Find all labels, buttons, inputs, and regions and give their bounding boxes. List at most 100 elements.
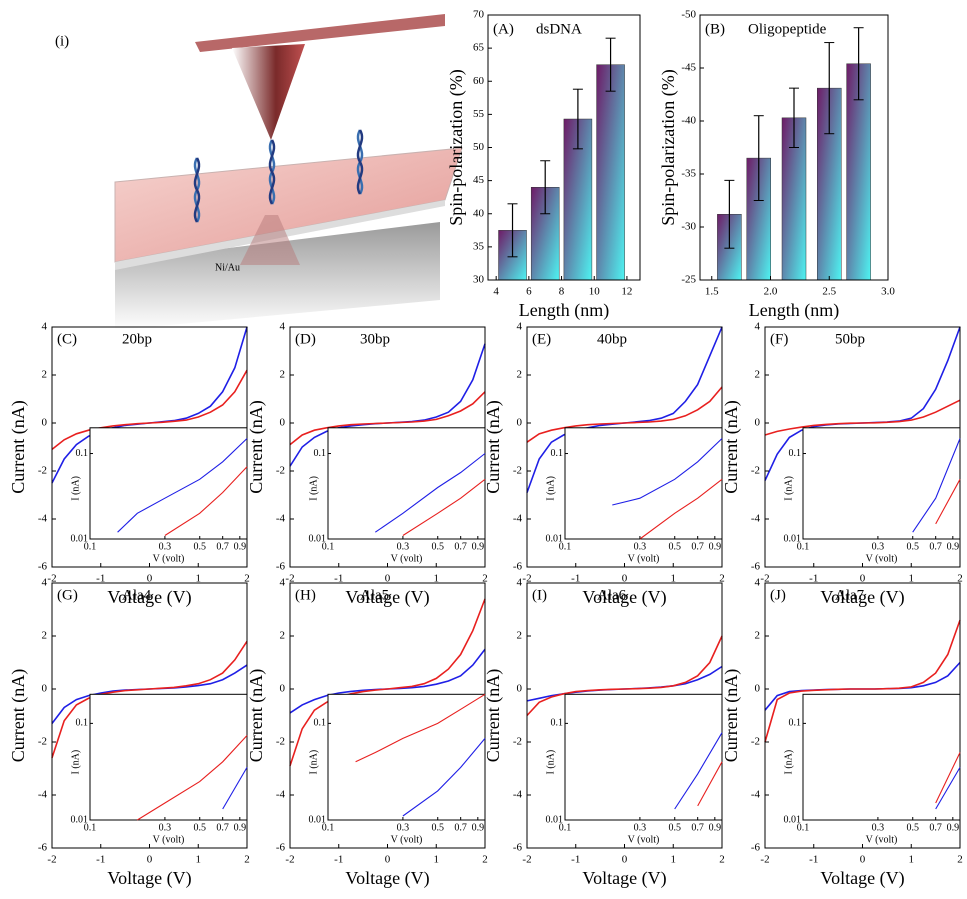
- y-tick-label: 0: [280, 417, 286, 429]
- inset-x-tick-label: 0.3: [397, 822, 410, 833]
- y-tick-label: 2: [517, 369, 523, 381]
- inset-x-label: V (volt): [391, 553, 423, 564]
- x-tick-label: 2: [719, 573, 725, 585]
- panel-label: (A): [493, 21, 514, 37]
- inset-x-tick-label: 0.5: [431, 541, 444, 552]
- inset-x-tick-label: 0.1: [797, 822, 810, 833]
- x-tick-label: 1: [434, 854, 440, 866]
- x-tick-label: 0: [147, 573, 153, 585]
- y-tick-label: -30: [681, 221, 696, 233]
- y-tick-label: -6: [276, 561, 286, 573]
- y-tick-label: 4: [42, 577, 48, 589]
- y-tick-label: -6: [513, 561, 523, 573]
- x-tick-label: -2: [522, 854, 531, 866]
- x-tick-label: 2: [244, 573, 250, 585]
- iv-curve: [51, 369, 248, 451]
- y-tick-label: -4: [751, 513, 761, 525]
- y-tick-label: -4: [276, 513, 286, 525]
- inset-x-tick-label: 0.3: [159, 822, 172, 833]
- y-tick-label: -2: [38, 465, 47, 477]
- y-tick-label: -4: [38, 789, 48, 801]
- y-tick-label: 50: [473, 141, 485, 153]
- inset-x-tick-label: 0.1: [84, 541, 97, 552]
- shadow: [115, 222, 440, 330]
- inset-y-label: I (nA): [545, 476, 556, 501]
- y-tick-label: -4: [38, 513, 48, 525]
- iv-curve: [51, 640, 248, 759]
- panel-label: (D): [295, 331, 316, 347]
- illustration: (i) Ni/Au: [55, 14, 463, 330]
- inset-y-label: I (nA): [308, 476, 319, 501]
- inset-curve: [935, 767, 961, 810]
- dna: [193, 129, 364, 223]
- inset-curve: [697, 761, 723, 807]
- inset-y-tick-label: 0.01: [71, 533, 89, 544]
- x-tick-label: 2: [957, 854, 963, 866]
- x-tick-label: 12: [621, 286, 632, 298]
- inset-x-tick-label: 0.9: [709, 541, 722, 552]
- x-tick-label: 0: [385, 573, 391, 585]
- inset-y-tick-label: 0.1: [76, 718, 89, 729]
- y-tick-label: 4: [755, 321, 761, 333]
- y-tick-label: 0: [517, 683, 523, 695]
- panel-title: 30bp: [360, 331, 390, 347]
- inset-y-tick-label: 0.01: [71, 814, 89, 825]
- y-tick-label: -2: [276, 465, 285, 477]
- y-tick-label: 60: [473, 75, 485, 87]
- inset-frame: [327, 693, 486, 821]
- y-tick-label: -2: [751, 736, 760, 748]
- inset-x-tick-label: 0.3: [159, 541, 172, 552]
- y-tick-label: 0: [517, 417, 523, 429]
- y-tick-label: 2: [42, 369, 48, 381]
- y-axis-label: Current (nA): [8, 669, 29, 762]
- x-axis-label: Voltage (V): [107, 868, 191, 889]
- panel-label: (G): [57, 587, 78, 603]
- inset-x-label: V (volt): [153, 553, 185, 564]
- y-tick-label: -25: [681, 274, 696, 286]
- inset-y-label: I (nA): [70, 750, 81, 775]
- y-axis-label: Current (nA): [246, 400, 267, 493]
- inset-x-tick-label: 0.9: [947, 822, 960, 833]
- inset-x-tick-label: 0.5: [906, 822, 919, 833]
- inset-x-tick-label: 0.5: [431, 822, 444, 833]
- inset-x-label: V (volt): [391, 834, 423, 845]
- inset-x-tick-label: 0.7: [216, 822, 229, 833]
- y-tick-label: 4: [42, 321, 48, 333]
- inset-x-tick-label: 0.5: [193, 541, 206, 552]
- y-tick-label: -4: [513, 513, 523, 525]
- y-tick-label: -2: [276, 736, 285, 748]
- x-axis-label: Voltage (V): [582, 868, 666, 889]
- x-tick-label: -1: [571, 573, 580, 585]
- y-tick-label: -50: [681, 9, 696, 21]
- cantilever: [195, 14, 445, 52]
- inset-x-tick-label: 0.1: [559, 822, 572, 833]
- inset-x-tick-label: 0.9: [234, 541, 247, 552]
- y-axis-label: Current (nA): [721, 669, 742, 762]
- y-tick-label: -4: [276, 789, 286, 801]
- x-tick-label: 1: [909, 573, 915, 585]
- inset-curve: [935, 752, 961, 804]
- x-tick-label: 1: [434, 573, 440, 585]
- y-tick-label: 4: [280, 577, 286, 589]
- y-axis-label: Spin-polarization (%): [446, 69, 467, 225]
- inset-frame: [564, 427, 723, 540]
- inset-x-tick-label: 0.3: [634, 541, 647, 552]
- inset-y-label: I (nA): [783, 476, 794, 501]
- x-axis-label: Voltage (V): [345, 868, 429, 889]
- inset-y-tick-label: 0.1: [314, 448, 327, 459]
- panel-title: Oligopeptide: [748, 21, 827, 37]
- inset-x-tick-label: 0.7: [929, 822, 942, 833]
- iv-curve: [764, 399, 961, 436]
- panel-title: 20bp: [122, 331, 152, 347]
- x-tick-label: 3.0: [881, 286, 895, 298]
- inset-curve: [912, 438, 961, 533]
- x-axis-label: Voltage (V): [582, 587, 666, 608]
- x-tick-label: -1: [809, 573, 818, 585]
- x-tick-label: 2: [482, 854, 488, 866]
- inset-x-tick-label: 0.9: [472, 541, 485, 552]
- x-tick-label: -1: [334, 854, 343, 866]
- y-tick-label: 2: [755, 369, 761, 381]
- y-tick-label: -6: [276, 842, 286, 854]
- panel-label: (B): [705, 21, 725, 37]
- y-tick-label: 2: [755, 630, 761, 642]
